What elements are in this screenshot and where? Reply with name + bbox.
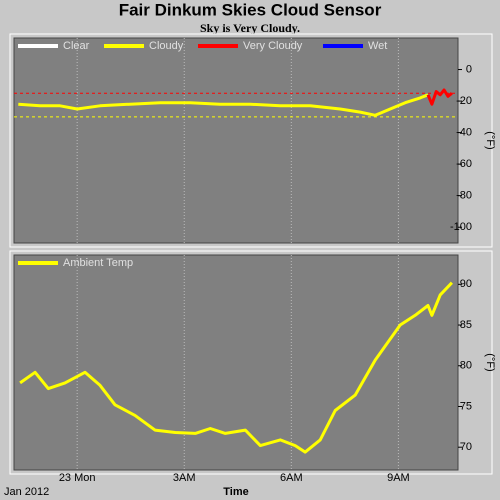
panel-frame: [9, 250, 493, 475]
legend-label: Wet: [368, 40, 387, 52]
panel-frame: [9, 33, 493, 248]
y-tick-label: 0: [466, 63, 472, 75]
x-tick-label: 9AM: [387, 472, 410, 484]
y-tick-label: 85: [460, 319, 472, 331]
legend-label: Very Cloudy: [243, 40, 303, 52]
x-tick-label: 6AM: [280, 472, 303, 484]
y-tick-label: -100: [450, 221, 472, 233]
plot-area: [13, 254, 459, 471]
legend-label: Cloudy: [149, 40, 184, 52]
y-tick-label: -20: [456, 95, 472, 107]
plot-area: [13, 37, 459, 244]
data-line: [426, 88, 453, 106]
y-tick-label: 80: [460, 360, 472, 372]
x-tick-label: 23 Mon: [59, 472, 96, 484]
x-tick-label: 3AM: [173, 472, 196, 484]
y-tick-label: -40: [456, 127, 472, 139]
y-tick-label: -80: [456, 190, 472, 202]
legend-label: Ambient Temp: [63, 257, 133, 269]
chart-subtitle: Sky is Very Cloudy.: [200, 21, 300, 35]
data-line: [18, 93, 429, 117]
y-tick-label: 75: [460, 400, 472, 412]
y-axis-label: (°F): [484, 353, 496, 371]
y-tick-label: 70: [460, 441, 472, 453]
y-tick-label: -60: [456, 158, 472, 170]
x-axis-label: Time: [223, 486, 248, 498]
date-label: Jan 2012: [4, 486, 49, 498]
y-tick-label: 90: [460, 278, 472, 290]
chart-title: Fair Dinkum Skies Cloud Sensor: [119, 0, 382, 19]
data-line: [19, 281, 453, 454]
legend-label: Clear: [63, 40, 90, 52]
y-axis-label: (°F): [484, 131, 496, 149]
